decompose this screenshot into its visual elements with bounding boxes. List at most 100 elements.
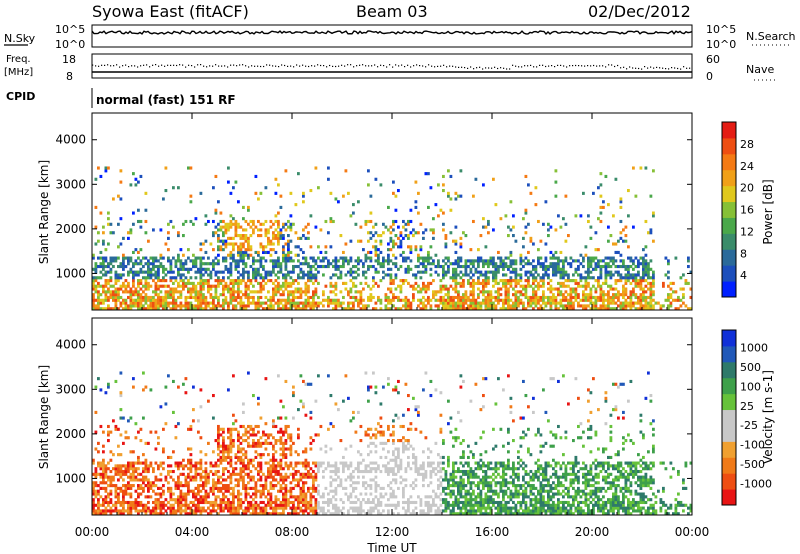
data-cell [144,208,148,212]
data-cell [244,236,248,240]
data-cell [424,307,428,311]
data-cell [264,270,268,274]
data-cell [119,467,123,471]
data-cell [162,447,165,451]
data-cell [167,222,170,226]
data-cell [569,262,573,266]
data-cell [529,270,533,274]
data-cell [669,304,673,308]
data-cell [167,304,170,308]
data-cell [277,222,280,226]
data-cell [492,301,495,305]
data-cell [249,279,253,283]
data-cell [274,469,278,474]
data-cell [149,267,153,271]
data-cell [259,461,263,465]
nave-dot [404,66,406,68]
colorbar-cell [722,217,736,234]
data-cell [199,458,203,462]
data-cell [109,270,113,274]
data-cell [312,475,315,479]
data-cell [489,307,493,311]
data-cell [427,284,430,288]
nave-dot [167,64,169,66]
data-cell [274,512,278,516]
data-cell [227,509,230,513]
data-cell [149,464,153,468]
data-cell [329,498,333,502]
data-cell [609,256,613,260]
data-cell [97,450,100,454]
data-cell [534,298,538,302]
data-cell [684,279,688,283]
data-cell [212,301,215,305]
data-cell [619,273,623,277]
data-cell [229,242,233,246]
data-cell [117,245,120,249]
data-cell [554,169,558,173]
data-cell [382,259,385,263]
nave-dot [488,67,490,69]
data-cell [279,430,283,434]
data-cell [224,242,228,246]
data-cell [362,307,365,311]
data-cell [149,484,153,488]
data-cell [434,253,438,257]
data-cell [297,276,300,280]
data-cell [387,267,390,271]
data-cell [152,467,155,471]
data-cell [154,492,158,496]
data-cell [169,469,173,474]
data-cell [262,430,265,434]
data-cell [94,430,98,434]
data-cell [209,469,213,474]
data-cell [349,307,353,311]
data-cell [307,464,310,468]
data-cell [487,259,490,263]
data-cell [304,236,308,240]
data-cell [137,486,140,490]
data-cell [204,475,208,479]
data-cell [284,424,288,429]
data-cell [174,464,178,468]
data-cell [392,191,395,195]
data-cell [117,293,120,297]
data-cell [237,270,240,274]
data-cell [172,298,175,302]
data-cell [547,273,550,277]
data-cell [594,307,598,311]
data-cell [424,264,428,269]
data-cell [152,290,155,294]
data-cell [254,467,258,471]
data-cell [502,264,505,269]
data-cell [224,484,228,488]
nave-dot [275,65,277,67]
data-cell [617,298,620,302]
data-cell [162,256,165,260]
data-cell [109,307,113,311]
data-cell [222,259,225,263]
data-cell [349,270,353,274]
data-cell [217,276,220,280]
data-cell [262,484,265,488]
data-cell [222,256,225,260]
data-cell [172,281,175,285]
nave-dot [122,65,124,67]
data-cell [519,290,523,294]
data-cell [419,301,423,305]
data-cell [192,492,195,496]
data-cell [222,450,225,454]
data-cell [359,239,363,243]
data-cell [114,424,118,429]
data-cell [257,267,260,271]
data-cell [267,503,270,507]
data-cell [157,287,160,291]
data-cell [237,478,240,482]
data-cell [639,256,643,260]
data-cell [99,475,103,479]
nave-dot [128,66,130,68]
data-cell [517,281,520,285]
data-cell [282,467,285,471]
data-cell [304,447,308,451]
data-cell [207,256,210,260]
